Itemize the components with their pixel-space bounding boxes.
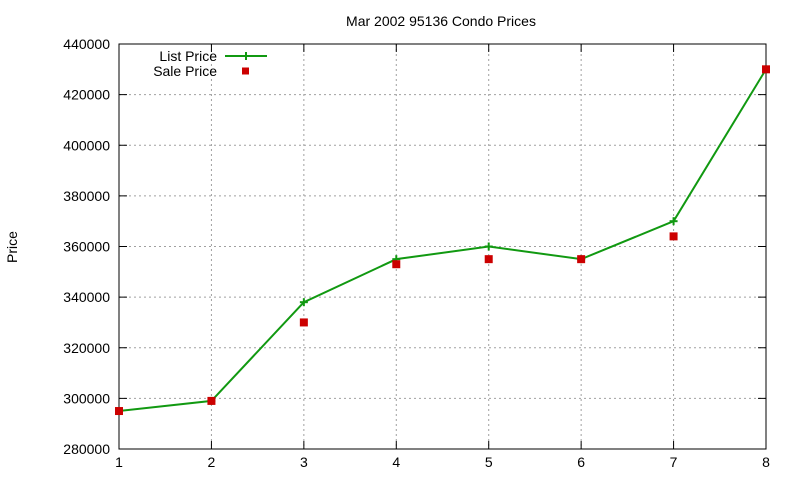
legend-marker-sale-price <box>242 67 249 75</box>
point-sale-price <box>299 318 308 327</box>
x-tick-label: 4 <box>392 454 400 470</box>
y-tick-label: 420000 <box>63 87 110 103</box>
point-sale-price <box>577 255 586 264</box>
grid-lines <box>119 44 766 449</box>
plot-frame <box>118 43 767 450</box>
point-list-price <box>299 298 308 307</box>
y-axis-label: Price <box>4 231 20 263</box>
x-tick-label: 1 <box>115 454 123 470</box>
axis-ticks: 280000 300000 320000 340000 360000 380000 4000… <box>63 36 770 470</box>
point-list-price <box>484 242 493 251</box>
y-tick-label: 300000 <box>63 390 110 406</box>
y-tick-label: 380000 <box>63 188 110 204</box>
x-tick-label: 8 <box>762 454 770 470</box>
legend-label-sale-price: Sale Price <box>153 63 217 79</box>
legend-marker-list-price <box>242 52 250 60</box>
legend: List Price Sale Price <box>153 48 267 79</box>
x-tick-label: 6 <box>577 454 585 470</box>
y-tick-label: 320000 <box>63 340 110 356</box>
legend-entry-list-price: List Price <box>159 48 267 64</box>
legend-entry-sale-price: Sale Price <box>153 63 249 79</box>
chart-title: Mar 2002 95136 Condo Prices <box>346 13 536 29</box>
series-line-list-price <box>118 68 767 413</box>
legend-label-list-price: List Price <box>159 48 217 64</box>
y-tick-label: 280000 <box>63 441 110 457</box>
point-sale-price <box>115 407 123 416</box>
x-tick-label: 2 <box>208 454 216 470</box>
point-sale-price <box>392 260 401 269</box>
x-tick-label: 3 <box>300 454 308 470</box>
y-tick-label: 400000 <box>63 137 110 153</box>
point-sale-price <box>207 396 216 405</box>
y-tick-label: 440000 <box>63 36 110 52</box>
series-layer <box>115 65 770 416</box>
point-sale-price <box>484 255 493 264</box>
point-sale-price <box>669 232 678 241</box>
point-list-price <box>669 217 678 226</box>
point-sale-price <box>762 65 770 74</box>
y-tick-label: 340000 <box>63 289 110 305</box>
x-tick-label: 7 <box>670 454 678 470</box>
x-tick-label: 5 <box>485 454 493 470</box>
y-tick-label: 360000 <box>63 239 110 255</box>
